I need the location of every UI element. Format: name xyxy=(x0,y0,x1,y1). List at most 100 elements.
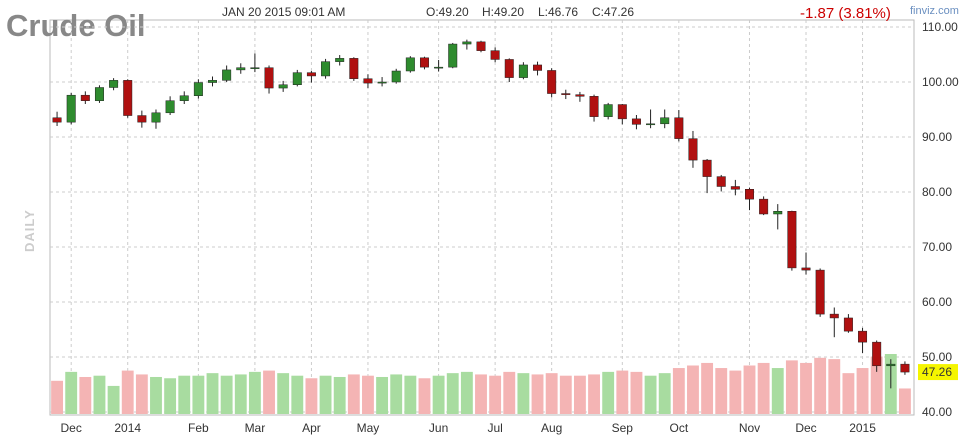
y-tick-label: 110.00 xyxy=(922,20,958,34)
source: finviz.com xyxy=(910,5,959,17)
y-tick-label: 70.00 xyxy=(922,240,952,254)
candle-body xyxy=(872,341,882,367)
candle-body xyxy=(603,104,613,117)
volume-bar xyxy=(347,374,360,414)
candle-body xyxy=(391,70,401,83)
volume-bar xyxy=(785,360,798,414)
volume-bar xyxy=(220,375,233,414)
candle-body xyxy=(335,58,345,62)
candle-body xyxy=(109,80,119,88)
volume-bar xyxy=(517,373,530,414)
volume-bar xyxy=(121,370,134,414)
candle-body xyxy=(123,80,133,116)
candle-body xyxy=(193,82,203,97)
volume-bar xyxy=(658,373,671,414)
volume-bar xyxy=(503,371,516,414)
volume-bar xyxy=(475,374,487,414)
volume-bar xyxy=(729,370,742,414)
volume-bar xyxy=(291,375,304,414)
candle-body xyxy=(52,117,62,123)
candle-body xyxy=(660,117,670,125)
volume-bar xyxy=(164,378,177,414)
volume-bar xyxy=(814,357,827,414)
candle-body xyxy=(631,118,641,125)
candle-body xyxy=(787,211,797,269)
volume-bar xyxy=(206,373,219,414)
candle-body xyxy=(208,80,217,83)
candle-body xyxy=(151,112,161,123)
candle-body xyxy=(815,269,825,315)
candle-body xyxy=(490,50,500,60)
volume-bar xyxy=(362,375,374,414)
candle-body xyxy=(674,117,684,139)
y-tick-label: 80.00 xyxy=(922,185,952,199)
volume-bar xyxy=(446,373,459,414)
x-tick-label: Jun xyxy=(429,421,448,435)
candle-body xyxy=(589,96,599,117)
candle-body xyxy=(745,189,754,200)
last-price-label: 47.26 xyxy=(922,365,952,379)
volume-bar xyxy=(672,368,685,414)
x-tick-label: 2014 xyxy=(114,421,141,435)
x-tick-label: Oct xyxy=(670,421,689,435)
volume-bar xyxy=(743,365,756,414)
volume-bar xyxy=(135,374,148,414)
candle-body xyxy=(292,72,302,86)
volume-bar xyxy=(771,368,784,414)
volume-bar xyxy=(531,374,544,414)
candle-body xyxy=(165,100,175,114)
chart-title: Crude Oil xyxy=(6,8,146,43)
candle-body xyxy=(321,61,331,77)
volume-bar xyxy=(616,370,629,414)
timestamp: JAN 20 2015 09:01 AM xyxy=(222,5,345,19)
volume-bar xyxy=(234,374,247,414)
volume-bar xyxy=(573,375,586,414)
quote-low: L:46.76 xyxy=(538,5,578,19)
plot-frame xyxy=(49,19,915,416)
candle-body xyxy=(829,313,839,319)
x-tick-label: Sep xyxy=(612,421,634,435)
candle-body xyxy=(434,66,444,69)
change: -1.87 (3.81%) xyxy=(800,5,891,22)
candle-body xyxy=(773,211,783,215)
volume-bar xyxy=(150,376,162,414)
volume-bar xyxy=(65,371,78,414)
x-tick-label: Feb xyxy=(188,421,209,435)
volume-bar xyxy=(870,356,883,414)
volume-bar xyxy=(107,385,120,414)
candle-body xyxy=(702,159,712,177)
y-tick-label: 50.00 xyxy=(922,350,952,364)
candle-body xyxy=(66,94,76,123)
candle-body xyxy=(236,67,246,71)
volume-bar xyxy=(687,365,699,414)
x-tick-label: Mar xyxy=(245,421,266,435)
volume-bar xyxy=(701,362,714,414)
candle-body xyxy=(575,94,585,97)
last-price-box xyxy=(918,364,958,381)
candle-body xyxy=(448,43,458,68)
volume-bar xyxy=(319,375,332,414)
candle-body xyxy=(363,78,373,84)
volume-bar xyxy=(630,371,643,414)
volume-bar xyxy=(828,359,841,414)
candle-body xyxy=(80,94,90,101)
y-tick-label: 100.00 xyxy=(922,75,959,89)
candle-body xyxy=(405,57,415,72)
volume-bar xyxy=(404,375,417,414)
volume-bar xyxy=(390,374,403,414)
candle-body xyxy=(94,87,104,101)
volume-bar xyxy=(93,375,106,414)
candle-body xyxy=(349,58,359,79)
volume-bar xyxy=(460,371,473,414)
quote-close: C:47.26 xyxy=(592,5,634,19)
candle-body xyxy=(617,104,627,120)
volume-bar xyxy=(418,378,431,414)
volume-bar xyxy=(51,380,64,414)
candle-body xyxy=(419,57,429,68)
volume-bar xyxy=(376,376,389,414)
candle-body xyxy=(716,176,726,187)
candle-body xyxy=(547,70,557,94)
volume-bar xyxy=(277,373,290,414)
volume-bar xyxy=(248,371,261,414)
candle-body xyxy=(462,41,472,45)
